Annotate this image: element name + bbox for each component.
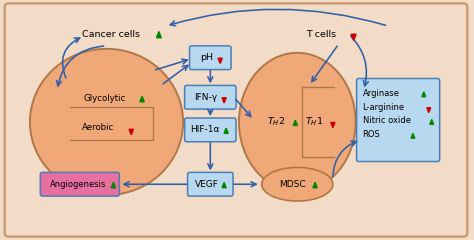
- Text: Angiogenesis: Angiogenesis: [50, 180, 106, 189]
- FancyBboxPatch shape: [40, 172, 119, 196]
- Text: ROS: ROS: [363, 130, 380, 139]
- Text: T cells: T cells: [306, 30, 336, 38]
- Polygon shape: [331, 122, 335, 128]
- Text: Arginase: Arginase: [363, 89, 400, 98]
- FancyBboxPatch shape: [184, 118, 236, 142]
- Polygon shape: [293, 120, 297, 126]
- Polygon shape: [222, 98, 226, 103]
- Text: Nitric oxide: Nitric oxide: [363, 116, 410, 126]
- Polygon shape: [427, 108, 431, 113]
- Text: Cancer cells: Cancer cells: [82, 30, 140, 38]
- Text: L-arginine: L-arginine: [363, 103, 405, 112]
- Polygon shape: [351, 34, 356, 40]
- Text: Aerobic: Aerobic: [82, 123, 114, 132]
- Polygon shape: [222, 182, 226, 188]
- Polygon shape: [140, 96, 144, 102]
- Text: Glycolytic: Glycolytic: [83, 94, 126, 103]
- FancyBboxPatch shape: [5, 3, 467, 237]
- FancyBboxPatch shape: [356, 78, 439, 162]
- Polygon shape: [111, 182, 116, 188]
- Text: $T_{H}$2: $T_{H}$2: [267, 116, 286, 128]
- Text: IFN-γ: IFN-γ: [194, 93, 217, 102]
- Polygon shape: [313, 182, 317, 188]
- Polygon shape: [129, 129, 133, 135]
- FancyBboxPatch shape: [184, 85, 236, 109]
- Text: HIF-1α: HIF-1α: [191, 125, 220, 134]
- FancyBboxPatch shape: [190, 46, 231, 70]
- Polygon shape: [411, 133, 415, 138]
- Polygon shape: [422, 92, 426, 97]
- Ellipse shape: [239, 53, 356, 191]
- Ellipse shape: [30, 49, 183, 195]
- Polygon shape: [224, 128, 228, 133]
- Polygon shape: [218, 58, 222, 63]
- Ellipse shape: [262, 168, 333, 201]
- Text: VEGF: VEGF: [195, 180, 219, 189]
- Text: MDSC: MDSC: [279, 180, 306, 189]
- FancyBboxPatch shape: [188, 172, 233, 196]
- Polygon shape: [430, 120, 434, 124]
- Polygon shape: [156, 31, 161, 38]
- Text: $T_{H}$1: $T_{H}$1: [305, 116, 323, 128]
- Text: pH: pH: [200, 53, 213, 62]
